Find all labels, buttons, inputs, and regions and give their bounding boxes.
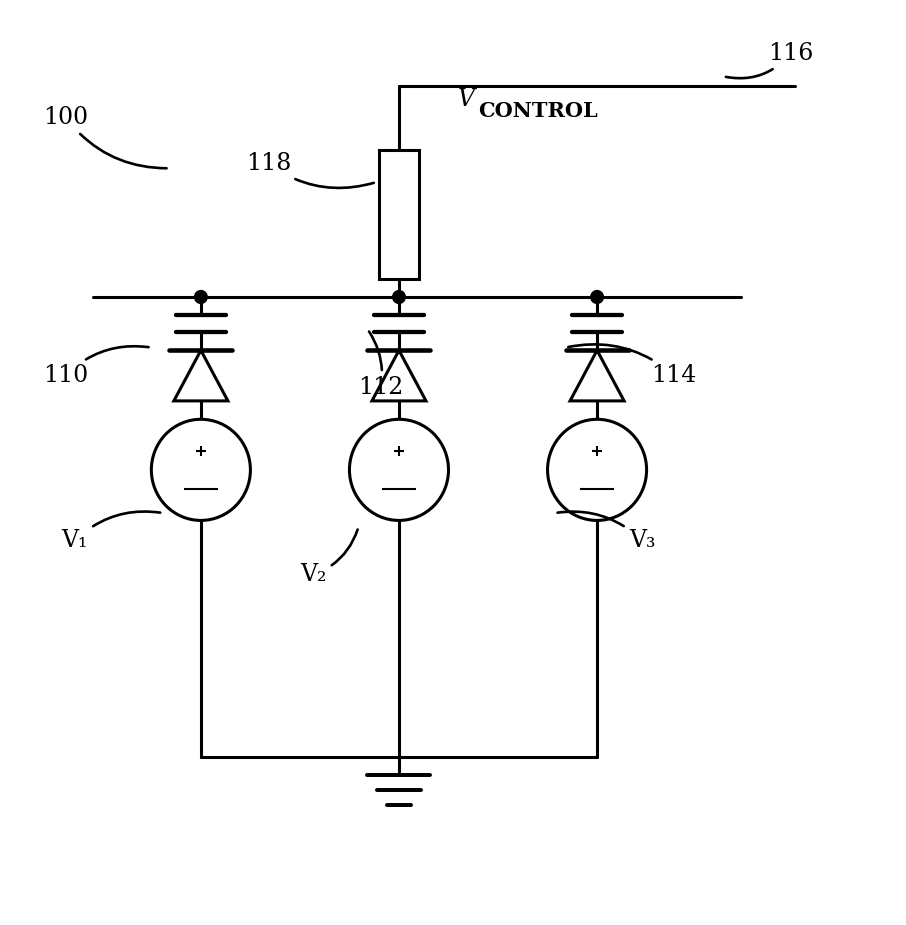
Circle shape: [591, 290, 603, 303]
Circle shape: [350, 419, 448, 521]
Circle shape: [547, 419, 647, 521]
Text: 110: 110: [43, 346, 149, 387]
Text: V: V: [458, 88, 475, 111]
Polygon shape: [174, 351, 228, 401]
Polygon shape: [372, 351, 426, 401]
Circle shape: [392, 290, 405, 303]
Text: 118: 118: [246, 153, 374, 188]
Text: 100: 100: [43, 106, 167, 168]
Text: V₁: V₁: [62, 512, 160, 552]
Text: V₂: V₂: [300, 529, 358, 586]
Text: CONTROL: CONTROL: [478, 101, 598, 121]
Polygon shape: [570, 351, 624, 401]
Circle shape: [195, 290, 207, 303]
Text: 116: 116: [726, 42, 814, 79]
Bar: [379, 150, 419, 278]
Text: 112: 112: [358, 331, 404, 399]
Circle shape: [151, 419, 250, 521]
Text: V₃: V₃: [557, 512, 655, 552]
Text: 114: 114: [568, 344, 697, 387]
